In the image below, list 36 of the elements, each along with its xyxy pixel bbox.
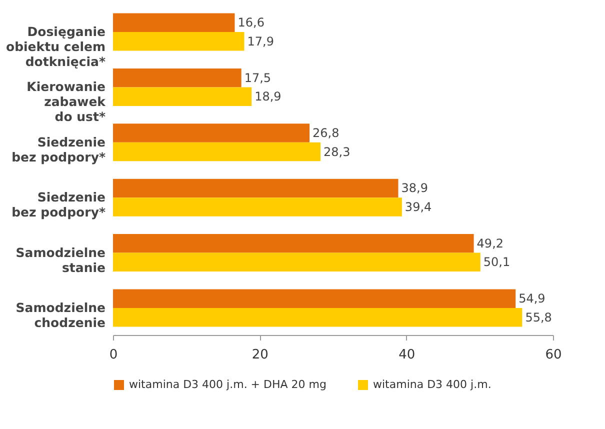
data-label: 26,8: [312, 126, 340, 140]
bar: [113, 142, 321, 162]
x-tick-label: 60: [545, 348, 562, 362]
data-label: 55,8: [525, 310, 552, 324]
bar: [113, 308, 522, 327]
bar: [113, 252, 480, 272]
y-tick-label: Samodzielne chodzenie: [16, 300, 106, 330]
bar: [113, 68, 242, 88]
bar: [113, 178, 398, 198]
bar: [113, 13, 235, 32]
y-tick-label: Siedzenie bez podpory*: [12, 134, 106, 164]
data-label: 54,9: [518, 292, 546, 306]
data-label: 28,3: [324, 144, 350, 159]
y-tick-label: Samodzielne stanie: [16, 244, 106, 275]
data-label: 39,4: [404, 200, 432, 214]
bar: [113, 289, 516, 308]
y-tick-label: Siedzenie bez podpory*: [12, 190, 106, 220]
x-tick-label: 0: [109, 348, 118, 362]
data-label: 16,6: [238, 16, 264, 30]
legend-label: witamina D3 400 j.m. + DHA 20 mg: [129, 378, 326, 391]
legend-label: witamina D3 400 j.m.: [373, 378, 492, 391]
bar: [113, 124, 310, 142]
y-tick-label: Dosięganie obiektu celem dotknięcia*: [6, 24, 106, 70]
data-label: 18,9: [254, 90, 282, 104]
bar: [113, 87, 252, 106]
bar: [113, 198, 402, 216]
x-tick-label: 40: [398, 348, 416, 362]
data-label: 17,9: [247, 34, 274, 48]
bar: [113, 32, 244, 51]
x-tick-label: 20: [252, 348, 268, 362]
data-label: 17,5: [244, 70, 272, 85]
bar: [113, 234, 474, 253]
data-label: 50,1: [483, 255, 510, 270]
y-tick-label: Kierowanie zabawek do ust*: [26, 79, 106, 124]
data-label: 49,2: [476, 236, 504, 250]
data-label: 38,9: [401, 181, 428, 196]
